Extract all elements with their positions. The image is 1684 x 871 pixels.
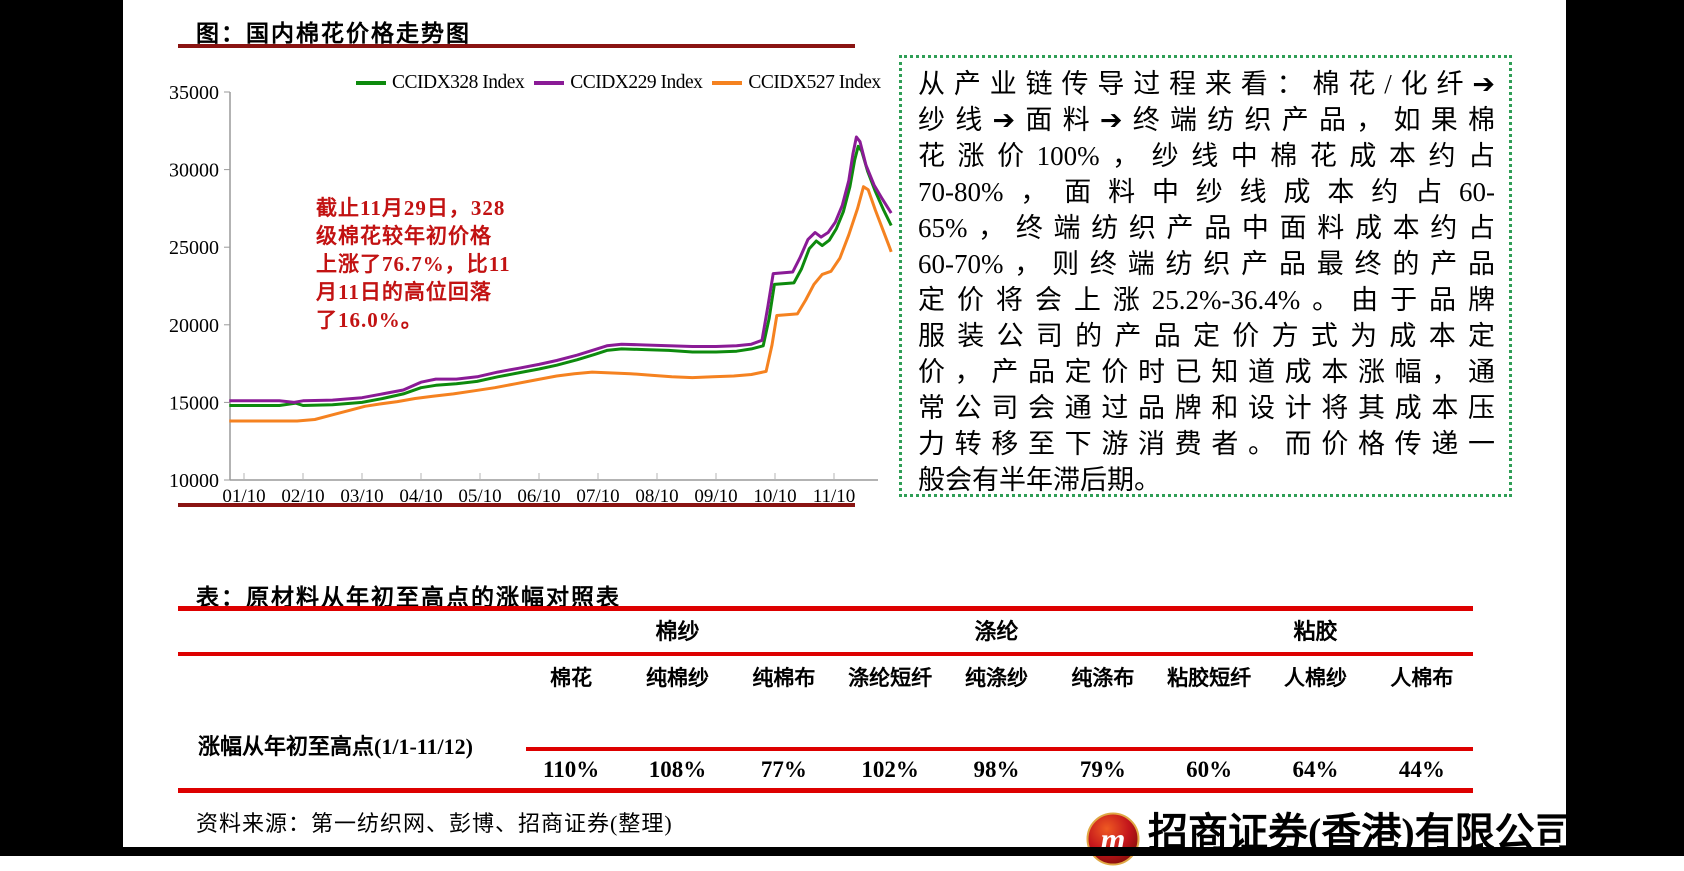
letterbox-bottom: [0, 847, 1684, 856]
x-axis-label: 09/10: [694, 486, 737, 507]
table-rule-top: [178, 606, 1473, 611]
legend-item-CCIDX328: CCIDX328 Index: [356, 72, 525, 94]
ib-line: 般会有半年滞后期。: [918, 465, 1161, 495]
ib-line: 定价将会上涨25.2%-36.4%。由于品牌: [918, 285, 1495, 315]
ib-line: 常公司会通过品牌和设计将其成本压: [918, 393, 1495, 423]
chart-annotation: 截止11月29日，328 级棉花较年初价格 上涨了76.7%，比11 月11日的高位回…: [316, 194, 511, 334]
colh-cell: 纯棉纱: [645, 666, 709, 690]
series-line-CCIDX229: [229, 135, 893, 404]
y-axis-label: 25000: [169, 237, 219, 259]
x-axis-label: 10/10: [753, 486, 796, 507]
ib-line: 60-70%，则终端纺织产品最终的产品: [918, 249, 1495, 279]
chart-canvas: 10000 15000 20000 25000 30000 35000 01/10 02/10…: [169, 82, 893, 507]
ib-line: 70-80%，面料中纱线成本约占60-: [918, 177, 1495, 207]
ib-line: 从产业链传导过程来看：棉花/化纤➔: [918, 69, 1495, 99]
val-cell: 110%: [543, 757, 600, 782]
legend-label: CCIDX229 Index: [570, 72, 703, 93]
table-rule-mid: [178, 652, 1473, 656]
group-cell: 涤纶: [974, 619, 1019, 644]
x-axis-label: 02/10: [281, 486, 324, 507]
group-cell: 粘胶: [1293, 619, 1338, 644]
ib-line: 纱线➔面料➔终端纺织产品，如果棉: [918, 105, 1495, 135]
val-cell: 108%: [648, 757, 707, 782]
chart-title: 图：国内棉花价格走势图: [196, 21, 471, 46]
legend-swatch: [534, 81, 565, 85]
ann-line: 级棉花较年初价格: [316, 224, 492, 248]
ann-line: 月11日的高位回落: [316, 280, 492, 304]
colh-cell: 粘胶短纤: [1167, 666, 1252, 690]
y-axis-label: 15000: [169, 392, 219, 414]
colh-cell: 棉花: [550, 666, 593, 690]
series-line-CCIDX328: [229, 144, 893, 407]
ib-line: 65%，终端纺织产品中面料成本约占: [918, 213, 1495, 243]
ann-line: 截止11月29日，328: [316, 196, 506, 220]
val-cell: 44%: [1398, 757, 1445, 782]
val-cell: 64%: [1292, 757, 1339, 782]
y-axis-label: 35000: [169, 82, 219, 104]
letterbox-left: [0, 0, 123, 856]
group-cell: 棉纱: [655, 619, 700, 644]
x-axis-label: 05/10: [458, 486, 501, 507]
ann-line: 上涨了76.7%，比11: [316, 252, 511, 276]
val-cell: 77%: [760, 757, 807, 782]
ib-line: 力转移至下游消费者。而价格传递一: [918, 429, 1495, 459]
colh-cell: 人棉布: [1390, 666, 1454, 690]
industry-chain-note-box: 从产业链传导过程来看：棉花/化纤➔ 纱线➔面料➔终端纺织产品，如果棉 花涨价100%…: [899, 55, 1512, 497]
legend-label: CCIDX527 Index: [748, 72, 881, 93]
table-group-header-row: 棉纱 涤纶 粘胶: [518, 612, 1475, 652]
y-axis-label: 30000: [169, 160, 219, 182]
table-row-label: 涨幅从年初至高点(1/1-11/12): [198, 734, 473, 759]
series-line-CCIDX527: [229, 185, 893, 423]
legend-swatch: [712, 81, 743, 85]
ib-line: 价，产品定价时已知道成本涨幅，通: [918, 357, 1495, 387]
table-rule-bottom: [178, 788, 1473, 793]
y-axis-label: 10000: [169, 470, 219, 492]
val-cell: 60%: [1186, 757, 1233, 782]
x-axis-label: 04/10: [399, 486, 442, 507]
table-rule-partial: [526, 747, 1473, 751]
colh-cell: 纯涤布: [1071, 666, 1135, 690]
ib-line: 服装公司的产品定价方式为成本定: [918, 321, 1495, 351]
x-axis-label: 07/10: [576, 486, 619, 507]
colh-cell: 人棉纱: [1283, 666, 1347, 690]
colh-cell: 纯涤纱: [964, 666, 1028, 690]
x-axis-label: 03/10: [340, 486, 383, 507]
table-value-row: 110% 108% 77% 102% 98% 79% 60% 64% 44%: [518, 752, 1475, 788]
x-axis-label: 01/10: [222, 486, 265, 507]
cmschina-logo-icon: m: [1086, 812, 1140, 866]
colh-cell: 纯棉布: [752, 666, 816, 690]
chart-title-underline: [178, 44, 855, 48]
x-axis-label: 06/10: [517, 486, 560, 507]
legend-label: CCIDX328 Index: [392, 72, 525, 93]
val-cell: 98%: [973, 757, 1020, 782]
legend-item-CCIDX229: CCIDX229 Index: [534, 72, 703, 94]
x-axis-label: 11/10: [813, 486, 856, 507]
table-title: 表：原材料从年初至高点的涨幅对照表: [196, 585, 621, 610]
legend-item-CCIDX527: CCIDX527 Index: [712, 72, 881, 94]
letterbox-right: [1566, 0, 1684, 856]
x-axis-label: 08/10: [635, 486, 678, 507]
ann-line: 了16.0%。: [316, 308, 423, 332]
legend-swatch: [356, 81, 386, 85]
chart-bottom-rule: [178, 503, 855, 507]
val-cell: 102%: [861, 757, 919, 782]
colh-cell: 涤纶短纤: [848, 666, 933, 690]
chart-legend: CCIDX328 Index CCIDX229 Index CCIDX527 Ind…: [356, 72, 881, 94]
ib-line: 花涨价100%，纱线中棉花成本约占: [918, 141, 1495, 171]
y-axis-label: 20000: [169, 315, 219, 337]
cotton-price-chart: 10000 15000 20000 25000 30000 35000 01/10 02/10…: [160, 55, 920, 510]
source-note: 资料来源：第一纺织网、彭博、招商证券(整理): [196, 811, 673, 836]
table-column-header-row: 棉花 纯棉纱 纯棉布 涤纶短纤 纯涤纱 纯涤布 粘胶短纤 人棉纱 人棉布: [518, 658, 1475, 698]
val-cell: 79%: [1079, 757, 1126, 782]
